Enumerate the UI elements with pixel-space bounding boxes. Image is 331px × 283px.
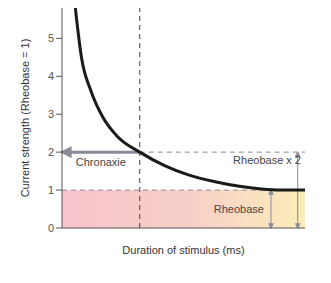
svg-text:5: 5 <box>48 32 54 44</box>
svg-text:Duration of stimulus (ms): Duration of stimulus (ms) <box>122 244 244 256</box>
svg-text:Current strength (Rheobase = 1: Current strength (Rheobase = 1) <box>19 39 31 198</box>
svg-text:4: 4 <box>48 70 54 82</box>
svg-text:Chronaxie: Chronaxie <box>76 156 126 168</box>
svg-text:1: 1 <box>48 184 54 196</box>
svg-text:3: 3 <box>48 108 54 120</box>
svg-text:0: 0 <box>48 222 54 234</box>
svg-text:Rheobase x 2: Rheobase x 2 <box>233 154 301 166</box>
svg-text:Rheobase: Rheobase <box>214 203 264 215</box>
svg-text:2: 2 <box>48 146 54 158</box>
